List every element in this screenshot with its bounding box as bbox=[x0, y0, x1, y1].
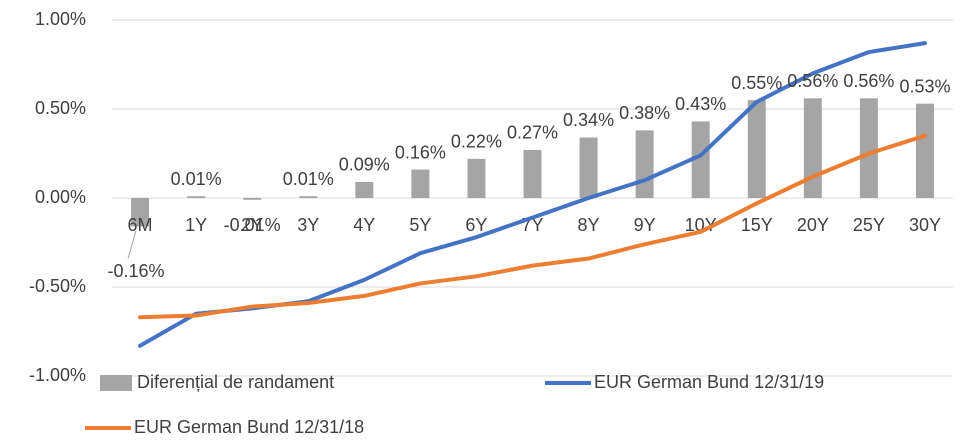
x-tick-label: 8Y bbox=[578, 215, 600, 235]
x-tick-label: 1Y bbox=[185, 215, 207, 235]
y-tick-label: 0.50% bbox=[35, 98, 86, 118]
data-label: -0.16% bbox=[108, 261, 165, 281]
data-label: 0.22% bbox=[451, 132, 502, 152]
bar bbox=[915, 103, 934, 198]
bar bbox=[243, 198, 262, 200]
bar bbox=[859, 98, 878, 198]
data-label: -0.01% bbox=[224, 215, 281, 235]
bar bbox=[691, 121, 710, 198]
legend-swatch bbox=[100, 375, 132, 391]
line bbox=[138, 133, 927, 320]
data-label: 0.27% bbox=[507, 123, 558, 143]
x-tick-label: 6Y bbox=[465, 215, 487, 235]
x-tick-label: 2Y bbox=[241, 215, 263, 235]
data-label: 0.43% bbox=[675, 94, 726, 114]
data-label: 0.56% bbox=[843, 71, 894, 91]
legend-label: Diferențial de randament bbox=[137, 372, 334, 392]
x-tick-label: 15Y bbox=[741, 215, 773, 235]
data-label: 0.56% bbox=[787, 71, 838, 91]
bar bbox=[187, 196, 206, 198]
bar bbox=[355, 181, 374, 198]
x-tick-label: 6M bbox=[128, 215, 153, 235]
y-tick-label: -0.50% bbox=[29, 276, 86, 296]
y-tick-label: -1.00% bbox=[29, 365, 86, 385]
data-label: 0.53% bbox=[899, 76, 950, 96]
legend-label: EUR German Bund 12/31/18 bbox=[134, 417, 364, 437]
bar bbox=[747, 100, 766, 198]
legend-label: EUR German Bund 12/31/19 bbox=[594, 372, 824, 392]
data-label: 0.34% bbox=[563, 110, 614, 130]
data-label: 0.01% bbox=[283, 169, 334, 189]
data-label: 0.38% bbox=[619, 103, 670, 123]
bar bbox=[299, 196, 318, 198]
x-tick-label: 5Y bbox=[409, 215, 431, 235]
leader-line bbox=[127, 230, 137, 259]
bar bbox=[523, 149, 542, 198]
x-tick-label: 20Y bbox=[797, 215, 829, 235]
bar bbox=[131, 198, 150, 227]
x-tick-label: 9Y bbox=[634, 215, 656, 235]
bar bbox=[411, 169, 430, 198]
x-tick-label: 4Y bbox=[353, 215, 375, 235]
bar bbox=[635, 130, 654, 198]
data-label: 0.16% bbox=[395, 142, 446, 162]
x-tick-label: 3Y bbox=[297, 215, 319, 235]
y-tick-label: 1.00% bbox=[35, 9, 86, 29]
data-label: 0.01% bbox=[171, 169, 222, 189]
data-label: 0.09% bbox=[339, 155, 390, 175]
data-label: 0.55% bbox=[731, 73, 782, 93]
bar bbox=[803, 98, 822, 198]
x-tick-label: 30Y bbox=[909, 215, 941, 235]
x-tick-label: 25Y bbox=[853, 215, 885, 235]
y-tick-label: 0.00% bbox=[35, 187, 86, 207]
bar bbox=[579, 137, 598, 198]
bar bbox=[467, 158, 486, 198]
